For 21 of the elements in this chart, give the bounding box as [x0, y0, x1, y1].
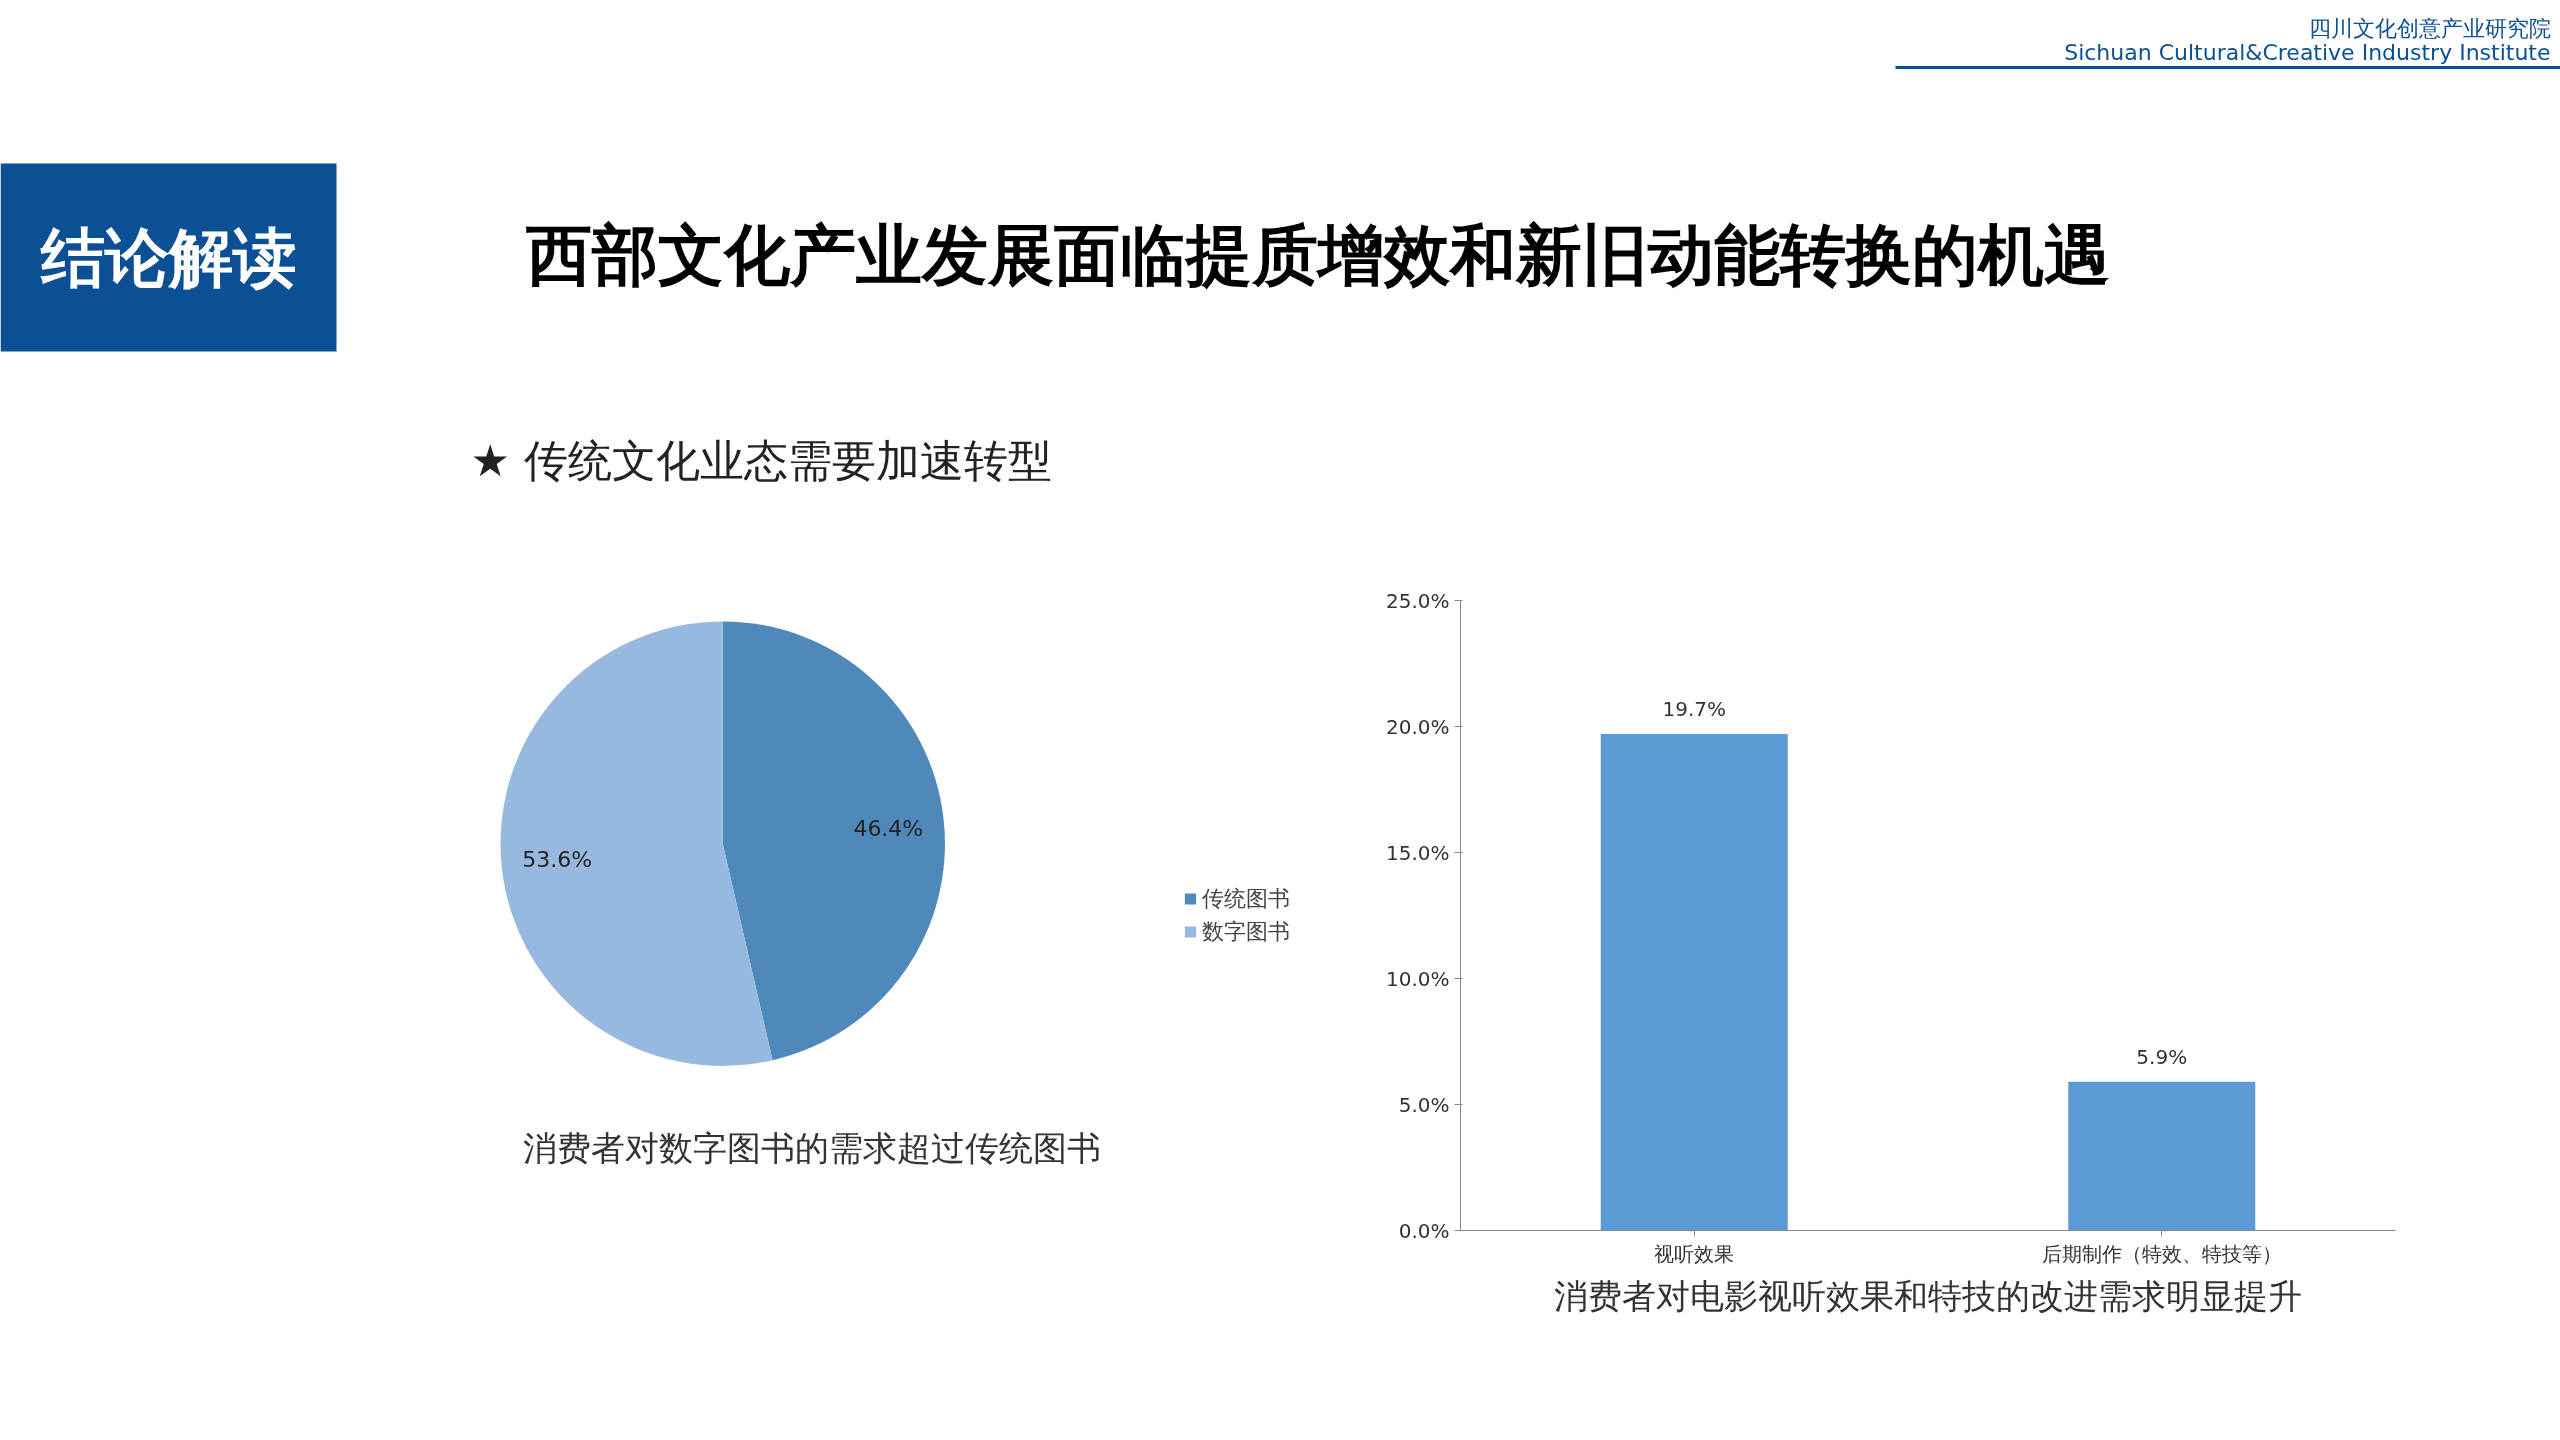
y-tick-label: 10.0% [1385, 966, 1450, 991]
data-label: 53.6% [522, 846, 593, 872]
text: 四川文化创意产业研究院 [2308, 16, 2551, 41]
text: 消费者对数字图书的需求超过传统图书 [522, 1127, 1101, 1168]
data-label: 19.7% [1662, 697, 1727, 722]
text: Sichuan Cultural&Creative Industry Institute [2064, 40, 2551, 65]
data-label: 46.4% [853, 815, 924, 841]
x-tick-label: 视听效果 [1654, 1241, 1735, 1266]
x-tick-label: 后期制作（特效、特技等） [2041, 1241, 2282, 1266]
text: 结论解读 [39, 220, 297, 295]
chart-title: 西部文化产业发展面临提质增效和新旧动能转换的机遇 [524, 217, 2110, 294]
chart-subtitle: ★ 传统文化业态需要加速转型 [470, 435, 1052, 486]
legend-label: 数字图书 [1202, 917, 1290, 946]
y-tick-label: 20.0% [1385, 714, 1450, 739]
y-tick-label: 0.0% [1398, 1218, 1450, 1243]
y-tick-label: 5.0% [1398, 1092, 1450, 1117]
legend-label: 传统图书 [1202, 884, 1290, 913]
y-tick-label: 15.0% [1385, 840, 1450, 865]
text: 消费者对电影视听效果和特技的改进需求明显提升 [1554, 1275, 2302, 1316]
data-label: 5.9% [2136, 1045, 2188, 1070]
y-tick-label: 25.0% [1385, 588, 1450, 613]
